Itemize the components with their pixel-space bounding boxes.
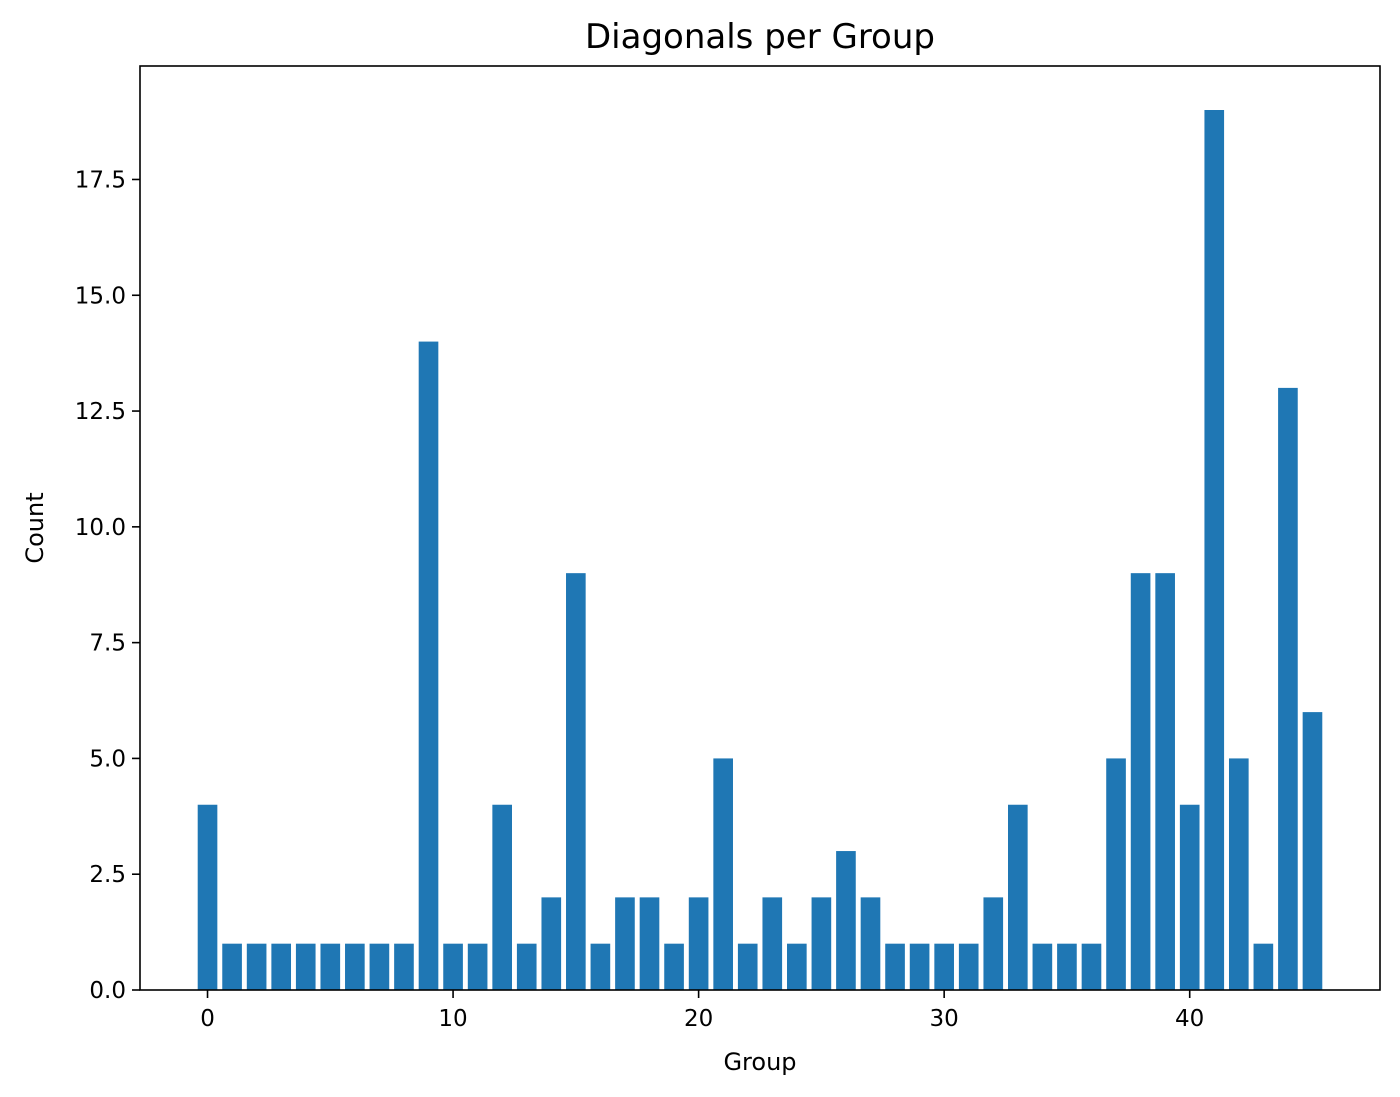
bar-group-30 xyxy=(934,944,954,990)
bar-group-1 xyxy=(222,944,242,990)
bar-group-43 xyxy=(1254,944,1274,990)
y-tick-label: 12.5 xyxy=(75,399,126,425)
bar-group-38 xyxy=(1131,573,1151,990)
bar-group-3 xyxy=(271,944,291,990)
bar-group-29 xyxy=(910,944,930,990)
bar-group-44 xyxy=(1278,388,1298,990)
x-tick-label: 30 xyxy=(930,1006,959,1032)
x-tick-label: 20 xyxy=(684,1006,713,1032)
bar-group-19 xyxy=(664,944,684,990)
bar-group-10 xyxy=(443,944,463,990)
bar-group-5 xyxy=(320,944,340,990)
bar-group-41 xyxy=(1204,110,1224,990)
bar-group-37 xyxy=(1106,758,1126,990)
bar-group-7 xyxy=(370,944,390,990)
x-tick-label: 10 xyxy=(438,1006,467,1032)
bar-group-28 xyxy=(885,944,905,990)
bar-group-2 xyxy=(247,944,267,990)
y-tick-label: 0.0 xyxy=(89,978,126,1004)
bar-group-15 xyxy=(566,573,586,990)
y-axis-ticks: 0.0 2.5 5.0 7.5 10.0 12.5 15.0 17.5 xyxy=(75,167,140,1004)
bar-group-34 xyxy=(1033,944,1053,990)
bar-group-23 xyxy=(762,897,782,990)
bar-group-33 xyxy=(1008,805,1028,990)
bar-group-26 xyxy=(836,851,856,990)
bar-group-22 xyxy=(738,944,758,990)
bar-group-39 xyxy=(1155,573,1175,990)
bar-group-20 xyxy=(689,897,709,990)
bar-group-25 xyxy=(812,897,832,990)
y-tick-label: 7.5 xyxy=(89,631,126,657)
bar-group-17 xyxy=(615,897,635,990)
bar-group-27 xyxy=(861,897,881,990)
y-tick-label: 17.5 xyxy=(75,167,126,193)
bar-group-32 xyxy=(983,897,1003,990)
x-tick-label: 0 xyxy=(200,1006,215,1032)
x-axis-ticks: 0 10 20 30 40 xyxy=(200,990,1204,1032)
bar-group-35 xyxy=(1057,944,1077,990)
x-axis-label: Group xyxy=(723,1048,796,1076)
bar-group-12 xyxy=(492,805,512,990)
bar-group-16 xyxy=(591,944,611,990)
bar-group-13 xyxy=(517,944,537,990)
bar-group-18 xyxy=(640,897,660,990)
bar-group-0 xyxy=(198,805,218,990)
x-tick-label: 40 xyxy=(1175,1006,1204,1032)
bar-group-21 xyxy=(713,758,733,990)
bar-group-31 xyxy=(959,944,979,990)
y-tick-label: 2.5 xyxy=(89,862,126,888)
bar-group-42 xyxy=(1229,758,1249,990)
y-tick-label: 5.0 xyxy=(89,746,126,772)
bar-group-9 xyxy=(419,342,439,990)
bar-group-45 xyxy=(1303,712,1323,990)
bar-group-11 xyxy=(468,944,488,990)
bar-group-40 xyxy=(1180,805,1200,990)
bar-group-6 xyxy=(345,944,365,990)
bar-group-8 xyxy=(394,944,414,990)
bars-group xyxy=(198,110,1323,990)
bar-group-36 xyxy=(1082,944,1102,990)
y-tick-label: 10.0 xyxy=(75,515,126,541)
chart-title: Diagonals per Group xyxy=(585,17,935,57)
bar-group-4 xyxy=(296,944,316,990)
y-axis-label: Count xyxy=(21,492,49,563)
bar-group-24 xyxy=(787,944,807,990)
bar-group-14 xyxy=(541,897,561,990)
y-tick-label: 15.0 xyxy=(75,283,126,309)
